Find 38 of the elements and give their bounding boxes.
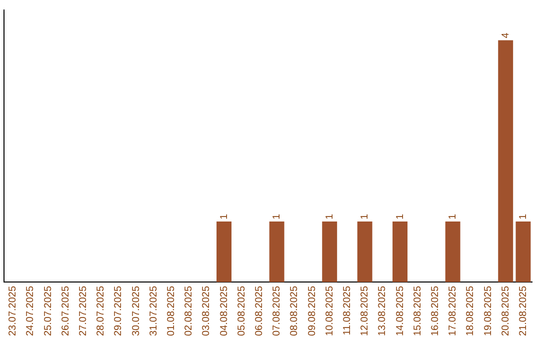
x-tick-label: 19.08.2025 [482, 286, 494, 336]
data-label: 1 [324, 214, 336, 220]
x-tick-label: 03.08.2025 [201, 286, 212, 336]
data-label: 4 [500, 32, 512, 38]
x-tick-label: 06.08.2025 [254, 286, 265, 336]
data-label: 1 [448, 214, 459, 220]
x-tick-label: 24.07.2025 [25, 286, 36, 336]
x-tick-label: 10.08.2025 [324, 286, 336, 336]
data-label: 1 [360, 214, 371, 220]
x-tick-label: 05.08.2025 [236, 286, 248, 336]
x-tick-label: 16.08.2025 [430, 286, 441, 336]
x-tick-label: 27.07.2025 [78, 286, 89, 336]
x-tick-label: 02.08.2025 [184, 286, 195, 336]
data-label: 1 [518, 214, 529, 220]
x-tick-label: 26.07.2025 [60, 286, 72, 336]
x-tick-label: 13.08.2025 [377, 286, 388, 336]
x-tick-label: 09.08.2025 [306, 286, 318, 336]
x-tick-label: 18.08.2025 [465, 286, 476, 336]
x-tick-label: 08.08.2025 [289, 286, 300, 336]
x-tick-label: 07.08.2025 [272, 286, 283, 336]
data-label: 1 [272, 214, 283, 220]
x-tick-label: 28.07.2025 [96, 286, 107, 336]
x-tick-label: 30.07.2025 [130, 286, 142, 336]
x-tick-label: 29.07.2025 [113, 286, 124, 336]
x-tick-label: 20.08.2025 [500, 286, 512, 336]
x-tick-label: 14.08.2025 [394, 286, 406, 336]
x-tick-label: 04.08.2025 [218, 286, 230, 336]
x-tick-label: 31.07.2025 [148, 286, 160, 336]
x-tick-label: 17.08.2025 [448, 286, 459, 336]
x-tick-label: 11.08.2025 [342, 286, 353, 336]
data-label: 1 [394, 214, 406, 220]
x-tick-label: 01.08.2025 [166, 286, 177, 336]
data-label: 1 [218, 214, 230, 220]
x-tick-label: 21.08.2025 [518, 286, 529, 336]
x-tick-label: 25.07.2025 [42, 286, 54, 336]
x-tick-label: 15.08.2025 [412, 286, 424, 336]
x-tick-label: 12.08.2025 [360, 286, 371, 336]
x-tick-label: 23.07.2025 [8, 286, 19, 336]
